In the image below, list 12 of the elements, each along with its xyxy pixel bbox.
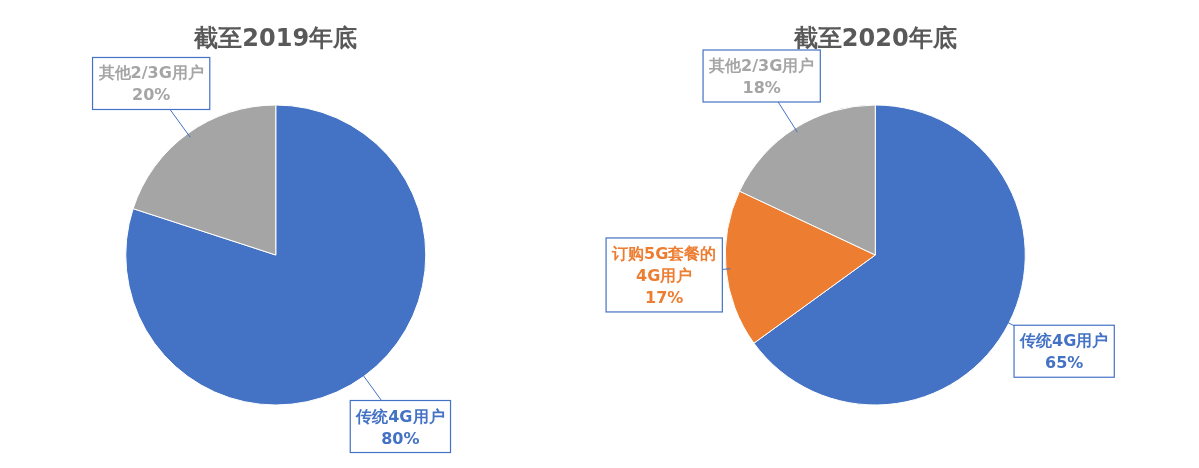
chart-title: 截至2020年底 — [792, 24, 957, 52]
slice-label: 订购5G套餐的4G用户 — [611, 243, 717, 285]
slice-label: 其他2/3G用户 — [97, 63, 204, 83]
chart-title: 截至2019年底 — [193, 24, 358, 52]
slice-label: 传统4G用户 — [1019, 331, 1109, 351]
data-label: 80% — [381, 428, 420, 448]
data-label: 17% — [645, 287, 684, 307]
slice-label: 传统4G用户 — [355, 406, 445, 426]
slice-label: 其他2/3G用户 — [708, 56, 815, 75]
data-label: 65% — [1045, 353, 1084, 373]
data-label: 18% — [742, 78, 781, 97]
data-label: 20% — [132, 85, 171, 105]
